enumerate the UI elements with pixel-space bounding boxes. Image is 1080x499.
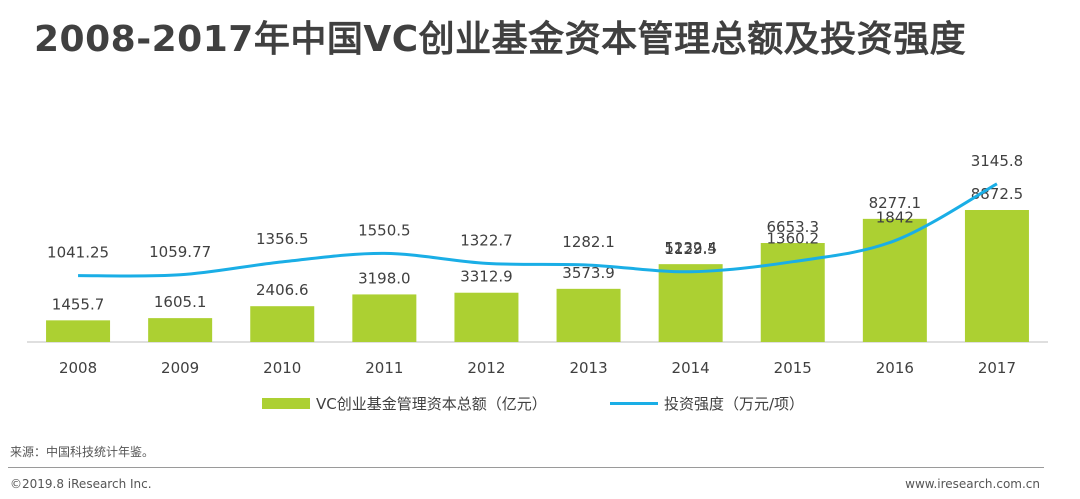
bar-label-2014: 5232.4: [664, 239, 717, 257]
line-label-2013: 1282.1: [562, 233, 615, 251]
copyright: ©2019.8 iResearch Inc.: [10, 477, 152, 491]
legend-item-line: 投资强度（万元/项）: [610, 393, 804, 414]
chart-canvas: 1455.7 2008 1605.1 2009 2406.6 2010 3198.0 2011…: [27, 152, 1048, 377]
x-tick-2014: 2014: [672, 359, 710, 377]
x-tick-2010: 2010: [263, 359, 301, 377]
footer-divider: [8, 467, 1044, 468]
x-tick-2008: 2008: [59, 359, 97, 377]
bar-label-2015: 6653.3: [767, 218, 820, 236]
bar-label-2010: 2406.6: [256, 281, 309, 299]
line-label-2017: 3145.8: [971, 152, 1024, 170]
series-line-investment-intensity: [78, 182, 998, 278]
legend-line-label: 投资强度（万元/项）: [664, 395, 805, 413]
line-label-2010: 1356.5: [256, 230, 309, 248]
legend-item-bar: VC创业基金管理资本总额（亿元）: [262, 393, 547, 414]
bar-2013: [556, 288, 621, 342]
line-label-2012: 1322.7: [460, 231, 513, 249]
line-label-2015: 1360.2: [767, 230, 820, 248]
bar-2017: [964, 210, 1029, 342]
x-tick-2016: 2016: [876, 359, 914, 377]
line-label-2014: 1129.5: [664, 240, 717, 258]
bar-2012: [454, 292, 519, 342]
bar-label-2011: 3198.0: [358, 269, 411, 287]
x-tick-2009: 2009: [161, 359, 199, 377]
bar-2011: [352, 294, 417, 342]
bar-2016: [862, 218, 927, 342]
bar-label-2017: 8872.5: [971, 185, 1024, 203]
bar-2010: [250, 306, 315, 342]
bar-2008: [46, 320, 111, 342]
x-tick-2012: 2012: [467, 359, 505, 377]
bar-label-2009: 1605.1: [154, 293, 207, 311]
website-link[interactable]: www.iresearch.com.cn: [905, 477, 1040, 491]
x-tick-2015: 2015: [774, 359, 812, 377]
chart-title: 2008-2017年中国VC创业基金资本管理总额及投资强度: [34, 19, 967, 60]
x-tick-2017: 2017: [978, 359, 1016, 377]
bar-2014: [658, 264, 723, 342]
line-label-2008: 1041.25: [47, 244, 109, 262]
legend-bar-swatch: [262, 398, 310, 409]
bar-label-2008: 1455.7: [52, 295, 105, 313]
source-note: 来源：中国科技统计年鉴。: [10, 445, 155, 459]
legend-line-swatch: [610, 402, 658, 405]
line-label-2016: 1842: [876, 209, 914, 227]
legend-bar-label: VC创业基金管理资本总额（亿元）: [316, 395, 547, 413]
x-tick-2013: 2013: [569, 359, 607, 377]
bar-label-2016: 8277.1: [869, 194, 922, 212]
bar-label-2012: 3312.9: [460, 268, 513, 286]
bar-label-2013: 3573.9: [562, 264, 615, 282]
legend: VC创业基金管理资本总额（亿元） 投资强度（万元/项）: [0, 393, 1080, 415]
line-label-2009: 1059.77: [149, 243, 211, 261]
x-tick-2011: 2011: [365, 359, 403, 377]
bar-2009: [148, 318, 213, 342]
line-label-2011: 1550.5: [358, 221, 411, 239]
